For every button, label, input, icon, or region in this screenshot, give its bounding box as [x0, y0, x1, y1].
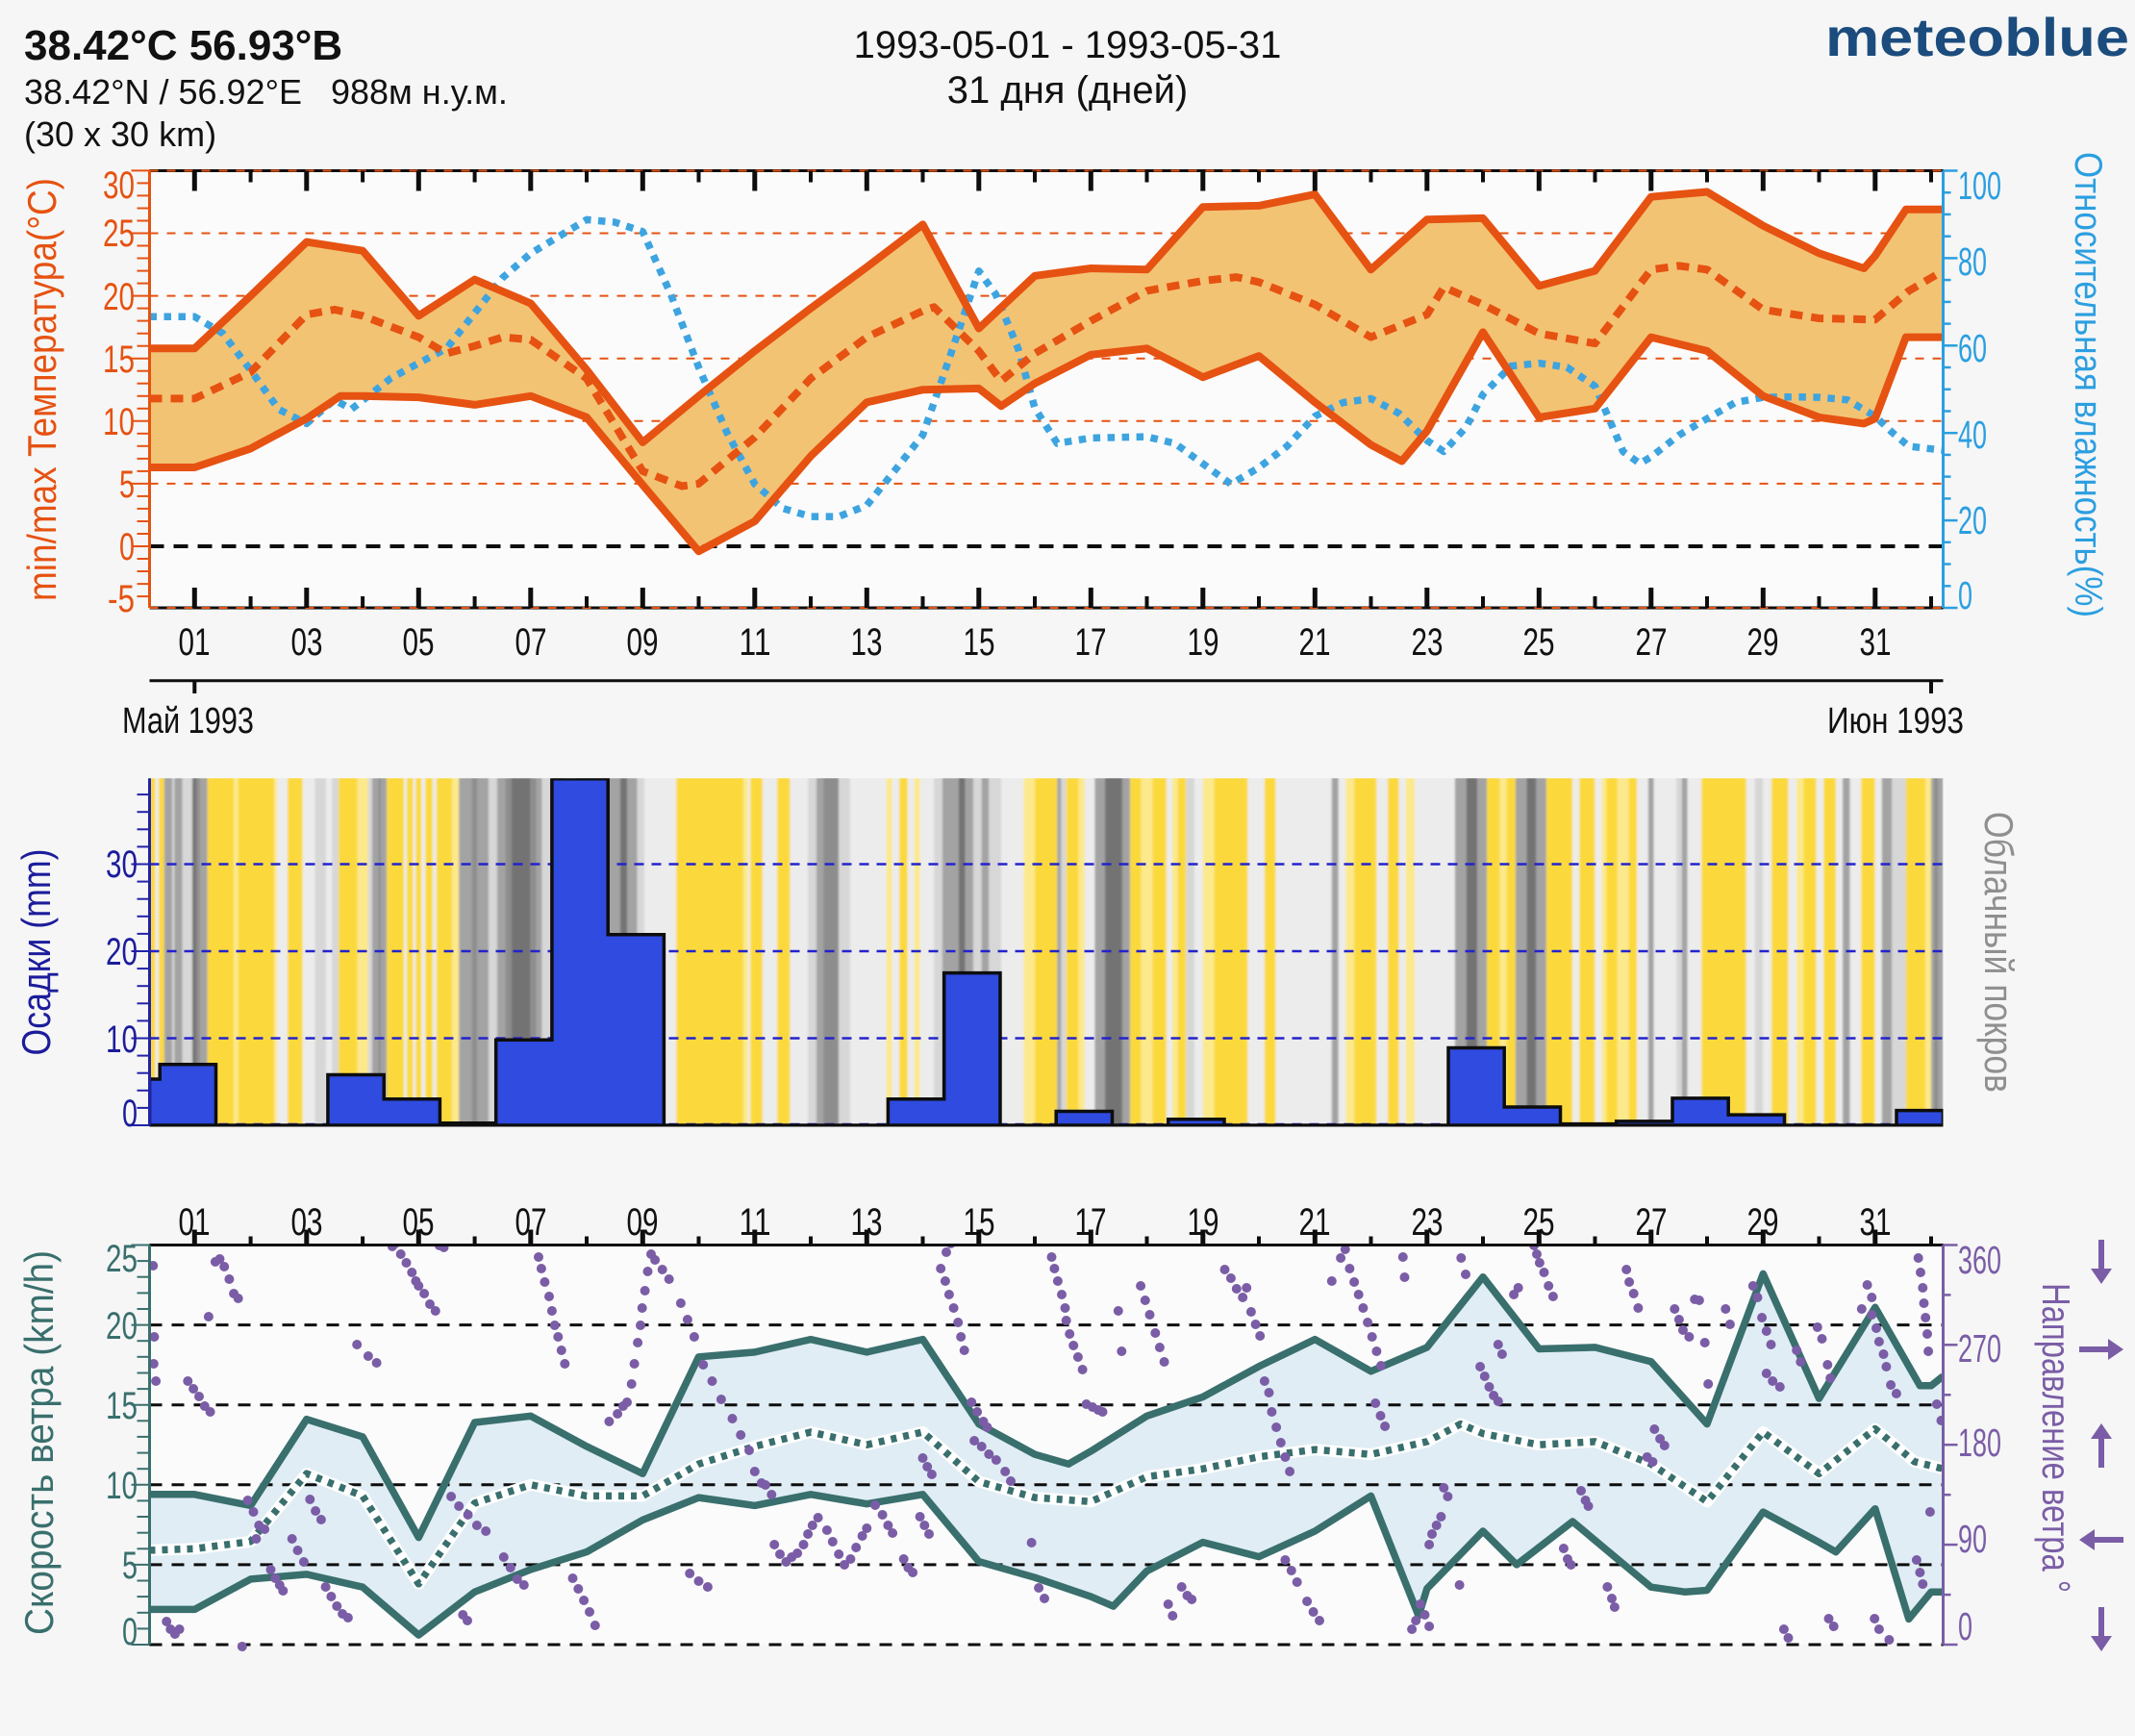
svg-text:30: 30 — [106, 843, 138, 886]
svg-text:07: 07 — [515, 621, 547, 664]
svg-text:17: 17 — [1075, 621, 1107, 664]
svg-text:270: 270 — [1958, 1326, 2001, 1371]
svg-text:10: 10 — [103, 401, 135, 443]
svg-text:31: 31 — [1860, 621, 1892, 664]
svg-text:15: 15 — [106, 1385, 138, 1427]
svg-text:1993-05-01 - 1993-05-31: 1993-05-01 - 1993-05-31 — [854, 24, 1282, 66]
svg-text:05: 05 — [403, 621, 435, 664]
svg-text:0: 0 — [122, 1611, 138, 1653]
svg-text:20: 20 — [103, 276, 135, 318]
svg-text:5: 5 — [119, 464, 135, 506]
svg-text:-5: -5 — [108, 578, 135, 620]
svg-text:40: 40 — [1958, 413, 1987, 457]
svg-text:Относительная влажность(%): Относительная влажность(%) — [2067, 152, 2109, 617]
svg-text:25: 25 — [103, 213, 135, 255]
svg-text:10: 10 — [106, 1465, 138, 1507]
svg-text:25: 25 — [1523, 621, 1555, 664]
svg-text:20: 20 — [106, 931, 138, 973]
svg-text:360: 360 — [1958, 1238, 2001, 1282]
svg-text:30: 30 — [103, 164, 135, 207]
svg-text:0: 0 — [1958, 1604, 1972, 1648]
svg-text:11: 11 — [740, 621, 771, 664]
svg-text:100: 100 — [1958, 164, 2001, 208]
svg-text:15: 15 — [103, 339, 135, 381]
svg-text:0: 0 — [1958, 573, 1972, 617]
svg-text:13: 13 — [851, 621, 883, 664]
svg-text:23: 23 — [1412, 621, 1444, 664]
svg-text:meteoblue: meteoblue — [1825, 7, 2129, 67]
svg-text:(30 x 30 km): (30 x 30 km) — [24, 114, 216, 154]
svg-text:29: 29 — [1747, 621, 1779, 664]
svg-text:5: 5 — [122, 1545, 138, 1587]
svg-text:90: 90 — [1958, 1517, 1987, 1561]
svg-text:0: 0 — [122, 1093, 138, 1135]
svg-text:20: 20 — [106, 1305, 138, 1347]
svg-text:60: 60 — [1958, 326, 1987, 370]
svg-text:0: 0 — [119, 526, 135, 568]
svg-text:38.42°N / 56.92°E 988м н.у.м: 38.42°N / 56.92°E 988м н.у.м. — [24, 72, 508, 112]
svg-text:09: 09 — [627, 621, 659, 664]
svg-text:38.42°C 56.93°B: 38.42°C 56.93°B — [24, 22, 342, 69]
svg-text:31 дня (дней): 31 дня (дней) — [947, 69, 1188, 112]
svg-text:15: 15 — [964, 621, 995, 664]
svg-text:20: 20 — [1958, 498, 1987, 542]
svg-text:03: 03 — [291, 621, 323, 664]
svg-text:Направление ветра °: Направление ветра ° — [2034, 1283, 2078, 1593]
svg-text:Скорость ветра (km/h): Скорость ветра (km/h) — [16, 1250, 62, 1635]
svg-text:80: 80 — [1958, 239, 1987, 284]
svg-text:Май 1993: Май 1993 — [122, 701, 254, 742]
svg-text:01: 01 — [179, 621, 211, 664]
svg-text:Осадки (mm): Осадки (mm) — [13, 849, 59, 1056]
svg-text:180: 180 — [1958, 1421, 2001, 1465]
svg-text:min/max Температура(°C): min/max Температура(°C) — [19, 178, 64, 601]
svg-text:27: 27 — [1636, 621, 1668, 664]
svg-text:21: 21 — [1299, 621, 1331, 664]
svg-text:19: 19 — [1188, 621, 1219, 664]
svg-text:Июн 1993: Июн 1993 — [1827, 701, 1964, 742]
svg-text:25: 25 — [106, 1238, 138, 1280]
svg-text:10: 10 — [106, 1019, 138, 1061]
svg-text:Облачный покров: Облачный покров — [1976, 812, 2022, 1093]
